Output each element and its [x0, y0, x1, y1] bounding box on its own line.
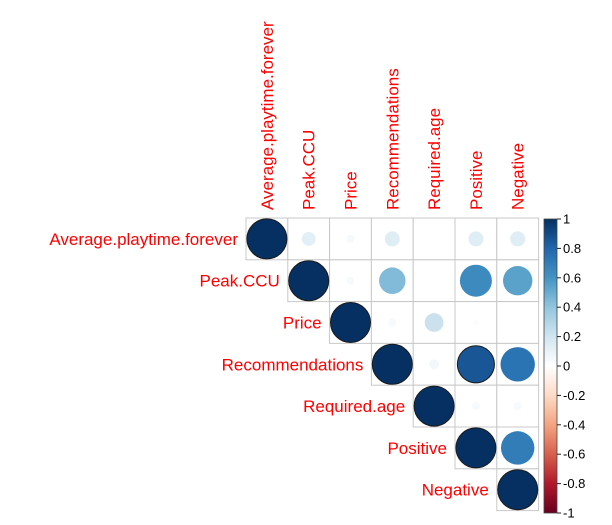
correlation-circle	[515, 320, 520, 325]
column-label: Peak.CCU	[300, 130, 319, 210]
column-label: Negative	[509, 143, 528, 210]
correlation-circle	[288, 260, 330, 302]
correlation-circle	[388, 318, 397, 327]
colorbar-tick-label: 0.8	[563, 241, 581, 256]
row-label: Positive	[387, 439, 447, 458]
correlation-circle	[330, 302, 371, 343]
row-label: Negative	[422, 481, 489, 500]
correlation-circle	[301, 231, 316, 246]
correlation-circle	[473, 319, 479, 326]
column-labels: Average.playtime.forever Peak.CCU Price Rec…	[258, 21, 528, 210]
correlation-circle	[459, 264, 492, 297]
colorbar-tick-label: 0.2	[563, 329, 581, 344]
correlation-circle	[471, 402, 480, 411]
column-label: Price	[342, 171, 361, 210]
row-label: Price	[283, 314, 322, 333]
correlation-circle	[513, 402, 522, 411]
colorbar-tick-label: -1	[563, 506, 575, 521]
colorbar-gradient	[543, 218, 558, 514]
correlation-circle	[500, 431, 535, 465]
colorbar-tick-label: 1	[563, 212, 570, 227]
correlation-circle	[346, 234, 355, 243]
row-label: Average.playtime.forever	[49, 230, 238, 249]
colorbar-tick-label: -0.6	[563, 447, 585, 462]
column-label: Average.playtime.forever	[258, 21, 277, 210]
row-label: Recommendations	[222, 355, 364, 374]
column-label: Recommendations	[383, 68, 402, 210]
correlation-circle	[510, 231, 526, 247]
correlation-circles	[246, 218, 539, 511]
correlation-circle	[455, 427, 497, 469]
correlation-circle	[413, 385, 455, 427]
column-label: Required.age	[425, 108, 444, 210]
correlation-circle	[246, 218, 288, 260]
correlation-circle	[371, 343, 413, 385]
correlation-circle	[346, 276, 355, 285]
correlation-circle	[468, 231, 484, 247]
correlation-circle	[379, 267, 406, 294]
matrix-cell	[412, 217, 456, 261]
colorbar-tick-label: -0.4	[563, 417, 585, 432]
correlation-circle	[500, 347, 535, 382]
colorbar-tick-label: 0.6	[563, 270, 581, 285]
correlation-circle	[424, 313, 444, 332]
column-label: Positive	[467, 150, 486, 210]
row-labels: Average.playtime.forever Peak.CCU Price Rec…	[49, 230, 488, 500]
row-label: Peak.CCU	[199, 272, 279, 291]
correlation-circle	[429, 359, 439, 370]
correlation-circle	[503, 266, 533, 296]
colorbar-tick-label: -0.2	[563, 388, 585, 403]
correlation-circle	[456, 345, 495, 384]
correlation-circle	[384, 231, 400, 247]
colorbar-tick-label: -0.8	[563, 476, 585, 491]
colorbar-tick-label: 0.4	[563, 300, 581, 315]
color-legend: 1 0.8 0.6 0.4 0.2 0 -0.2 -0.4 -0.6 -0.8 -1	[543, 212, 585, 521]
matrix-cell	[412, 259, 456, 303]
row-label: Required.age	[303, 397, 405, 416]
correlation-circle	[497, 469, 539, 511]
colorbar-tick-label: 0	[563, 359, 570, 374]
